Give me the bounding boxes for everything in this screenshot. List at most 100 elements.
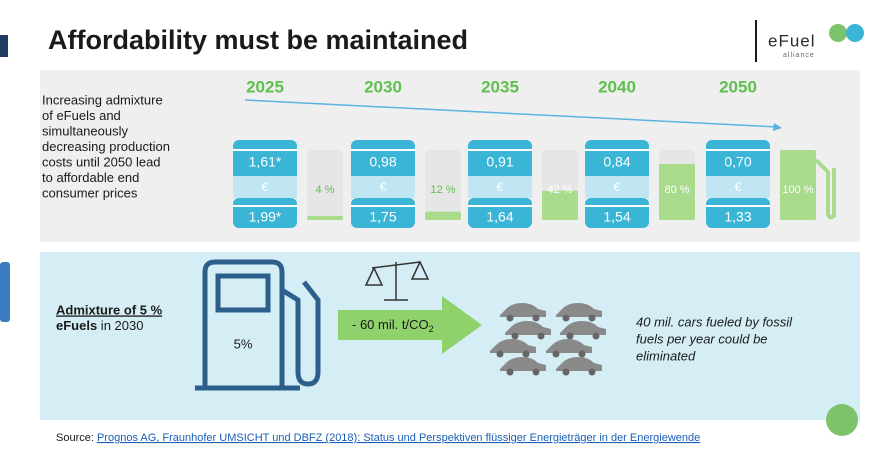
share: 42 % (547, 184, 572, 196)
pump-label: 5% (234, 336, 253, 351)
currency: € (380, 180, 387, 194)
wheel (506, 368, 514, 376)
edge-icon (0, 35, 8, 57)
reduction-arrow (338, 296, 482, 354)
currency: € (497, 180, 504, 194)
barrel-middle (585, 176, 649, 198)
cars-text-line: 40 mil. cars fueled by fossil (636, 314, 793, 329)
pump-hose (280, 280, 321, 387)
pump-window (215, 273, 271, 313)
wheel (522, 350, 530, 358)
barrel-middle (706, 176, 770, 198)
wheel (578, 350, 586, 358)
description-line: to affordable end (42, 170, 139, 185)
wheel (496, 350, 504, 358)
car (546, 339, 592, 353)
price-bottom: 1,99* (249, 209, 282, 225)
wheel (566, 332, 574, 340)
wheel (511, 332, 519, 340)
description-line: Increasing admixture (42, 92, 163, 107)
trend-arrow (244, 99, 779, 128)
wheel (506, 314, 514, 322)
price-top: 0,98 (369, 154, 396, 170)
source-prefix: Source: (56, 432, 97, 444)
source: Source: Prognos AG, Fraunhofer UMSICHT u… (56, 432, 700, 444)
price-top: 0,70 (724, 154, 751, 170)
glass-fill (659, 164, 695, 220)
cars-icon (490, 303, 606, 376)
share: 80 % (664, 184, 689, 196)
share: 100 % (782, 184, 813, 196)
price-top: 1,61* (249, 154, 282, 170)
share: 12 % (430, 184, 455, 196)
arrow-label: - 60 mil. t/CO2 (352, 317, 434, 334)
barrel-middle (468, 176, 532, 198)
cars-text-line: fuels per year could be (636, 331, 768, 346)
arrow-sub: 2 (429, 324, 434, 334)
car (500, 357, 546, 371)
price-bottom: 1,64 (486, 209, 513, 225)
car (556, 357, 602, 371)
arrow-text: - 60 mil. t/CO (352, 317, 429, 332)
source-link[interactable]: Prognos AG, Fraunhofer UMSICHT und DBFZ … (97, 432, 700, 444)
description-line: consumer prices (42, 185, 138, 200)
price-bottom: 1,33 (724, 209, 751, 225)
wheel (532, 368, 540, 376)
price-top: 0,91 (486, 154, 513, 170)
admixture-bold: Admixture of 5 % (56, 302, 163, 317)
currency: € (614, 180, 621, 194)
admixture-bold: eFuels (56, 318, 97, 333)
logo-sub: alliance (783, 52, 815, 59)
car (560, 321, 606, 335)
year: 2030 (364, 77, 402, 96)
admixture-rest: in 2030 (97, 318, 143, 333)
share: 4 % (316, 184, 335, 196)
car (556, 303, 602, 317)
year: 2035 (481, 77, 519, 96)
trend-arrow-head (773, 123, 782, 131)
logo-text: eFuel (768, 31, 816, 50)
price-bottom: 1,54 (603, 209, 630, 225)
title: Affordability must be maintained (48, 25, 468, 55)
glass-fill (425, 211, 461, 220)
wheel (532, 314, 540, 322)
glass-fill (542, 190, 578, 220)
glass-fill (780, 150, 816, 220)
wheel (588, 368, 596, 376)
glass-fill (307, 216, 343, 220)
car (490, 339, 536, 353)
admixture-line: eFuels in 2030 (56, 318, 143, 333)
logo-icon (846, 24, 864, 42)
currency: € (262, 180, 269, 194)
description-line: decreasing production (42, 139, 170, 154)
year: 2050 (719, 77, 757, 96)
wheel (588, 314, 596, 322)
year: 2025 (246, 77, 284, 96)
cars-text-line: eliminated (636, 348, 696, 363)
car (505, 321, 551, 335)
description-line: simultaneously (42, 123, 128, 138)
barrel-middle (351, 176, 415, 198)
currency: € (735, 180, 742, 194)
price-bottom: 1,75 (369, 209, 396, 225)
price-top: 0,84 (603, 154, 630, 170)
glass (425, 150, 461, 220)
barrel-middle (233, 176, 297, 198)
wheel (562, 368, 570, 376)
year: 2040 (598, 77, 636, 96)
glass (307, 150, 343, 220)
wheel (592, 332, 600, 340)
edge-icon (0, 262, 10, 322)
car (500, 303, 546, 317)
description-line: of eFuels and (42, 108, 121, 123)
cars-text: 40 mil. cars fueled by fossil fuels per y… (636, 314, 793, 363)
wheel (537, 332, 545, 340)
wheel (562, 314, 570, 322)
pump-icon (195, 259, 321, 391)
barrels: 2025 1,61* €1,99* 4 % 2030 0,98 €1,75 12 % 2035 0… (233, 77, 836, 228)
description-line: costs until 2050 lead (42, 154, 161, 169)
corner-dot (826, 404, 858, 436)
